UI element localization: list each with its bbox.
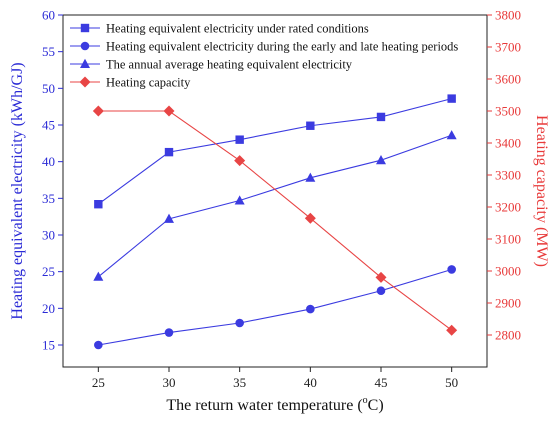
x-axis-title: The return water temperature (oC) bbox=[166, 395, 383, 414]
data-point-triangle bbox=[234, 195, 245, 205]
data-point-square bbox=[94, 200, 103, 209]
y-left-tick-label: 20 bbox=[42, 301, 55, 316]
series-line-circle bbox=[98, 268, 452, 346]
legend-marker-square bbox=[80, 23, 90, 33]
data-point-square bbox=[306, 121, 315, 130]
data-point-triangle bbox=[93, 271, 104, 281]
data-point-diamond bbox=[234, 155, 246, 167]
y-left-tick-label: 55 bbox=[42, 44, 55, 59]
data-point-circle bbox=[306, 304, 315, 314]
x-tick-label: 50 bbox=[445, 375, 458, 390]
data-point-square bbox=[376, 112, 386, 122]
series-line-triangle bbox=[97, 134, 452, 278]
data-point-circle bbox=[376, 286, 386, 296]
legend-label: The annual average heating equivalent el… bbox=[106, 58, 353, 72]
legend-item: Heating equivalent electricity under rat… bbox=[70, 22, 369, 36]
data-point-triangle bbox=[446, 130, 457, 140]
x-tick-label: 30 bbox=[163, 375, 176, 390]
series-line-diamond bbox=[98, 110, 452, 331]
legend-marker-circle bbox=[80, 41, 90, 51]
y-right-tick-label: 3200 bbox=[495, 200, 521, 215]
data-point-square bbox=[235, 135, 244, 144]
y-axis-title-right: Heating capacity (MW) bbox=[533, 115, 550, 267]
y-right-tick-label: 3100 bbox=[495, 232, 521, 247]
y-left-tick-label: 15 bbox=[42, 338, 55, 353]
legend-marker-triangle bbox=[80, 58, 90, 68]
series-triangle bbox=[93, 130, 457, 281]
x-tick-label: 35 bbox=[233, 375, 246, 390]
y-right-tick-label: 3000 bbox=[495, 264, 521, 279]
legend-marker-diamond bbox=[79, 76, 91, 88]
data-point-diamond bbox=[92, 105, 104, 117]
series-square bbox=[94, 94, 456, 209]
x-tick-label: 45 bbox=[375, 375, 388, 390]
y-left-tick-label: 25 bbox=[42, 264, 55, 279]
plot-frame bbox=[62, 14, 488, 368]
x-axis-degree: o bbox=[363, 395, 368, 406]
y-right-tick-label: 2900 bbox=[495, 296, 521, 311]
y-right-tick-label: 3500 bbox=[495, 104, 521, 119]
y-right-tick-label: 3800 bbox=[495, 8, 521, 23]
data-point-triangle bbox=[305, 172, 316, 182]
legend-item: Heating equivalent electricity during th… bbox=[70, 40, 458, 54]
y-left-tick-label: 35 bbox=[42, 191, 55, 206]
x-tick-label: 40 bbox=[304, 375, 317, 390]
series-line-square bbox=[98, 98, 452, 205]
data-point-diamond bbox=[446, 324, 458, 336]
data-point-circle bbox=[164, 328, 174, 337]
y-left-tick-label: 50 bbox=[42, 81, 55, 96]
series-diamond bbox=[92, 105, 458, 336]
legend: Heating equivalent electricity under rat… bbox=[70, 22, 458, 90]
legend-label: Heating equivalent electricity during th… bbox=[106, 40, 458, 54]
data-point-square bbox=[164, 147, 174, 157]
y-axis-title-left: Heating equivalent electricity (kWh/GJ) bbox=[9, 62, 26, 319]
legend-item: The annual average heating equivalent el… bbox=[70, 58, 353, 72]
legend-item: Heating capacity bbox=[70, 76, 191, 90]
x-tick-label: 25 bbox=[92, 375, 105, 390]
x-axis-unit: C) bbox=[368, 397, 384, 414]
y-right-tick-label: 3600 bbox=[495, 72, 521, 87]
data-point-triangle bbox=[164, 213, 174, 223]
y-left-tick-label: 30 bbox=[42, 228, 55, 243]
legend-label: Heating capacity bbox=[106, 76, 191, 90]
y-left-tick-label: 45 bbox=[42, 118, 55, 133]
data-point-triangle bbox=[376, 155, 386, 165]
data-point-circle bbox=[235, 318, 244, 328]
y-right-tick-label: 2800 bbox=[495, 328, 521, 343]
y-right-tick-label: 3300 bbox=[495, 168, 521, 183]
data-point-square bbox=[447, 94, 456, 103]
data-point-circle bbox=[447, 265, 456, 274]
y-right-tick-label: 3700 bbox=[495, 40, 521, 55]
series-circle bbox=[94, 265, 456, 350]
data-point-diamond bbox=[163, 105, 175, 117]
y-right-tick-label: 3400 bbox=[495, 136, 521, 151]
y-left-tick-label: 40 bbox=[42, 154, 55, 169]
data-point-diamond bbox=[304, 212, 316, 224]
data-point-diamond bbox=[375, 271, 387, 283]
legend-label: Heating equivalent electricity under rat… bbox=[106, 22, 369, 36]
data-point-circle bbox=[94, 340, 103, 350]
x-axis-title-text: The return water temperature ( bbox=[166, 397, 362, 414]
y-left-tick-label: 60 bbox=[42, 8, 55, 23]
